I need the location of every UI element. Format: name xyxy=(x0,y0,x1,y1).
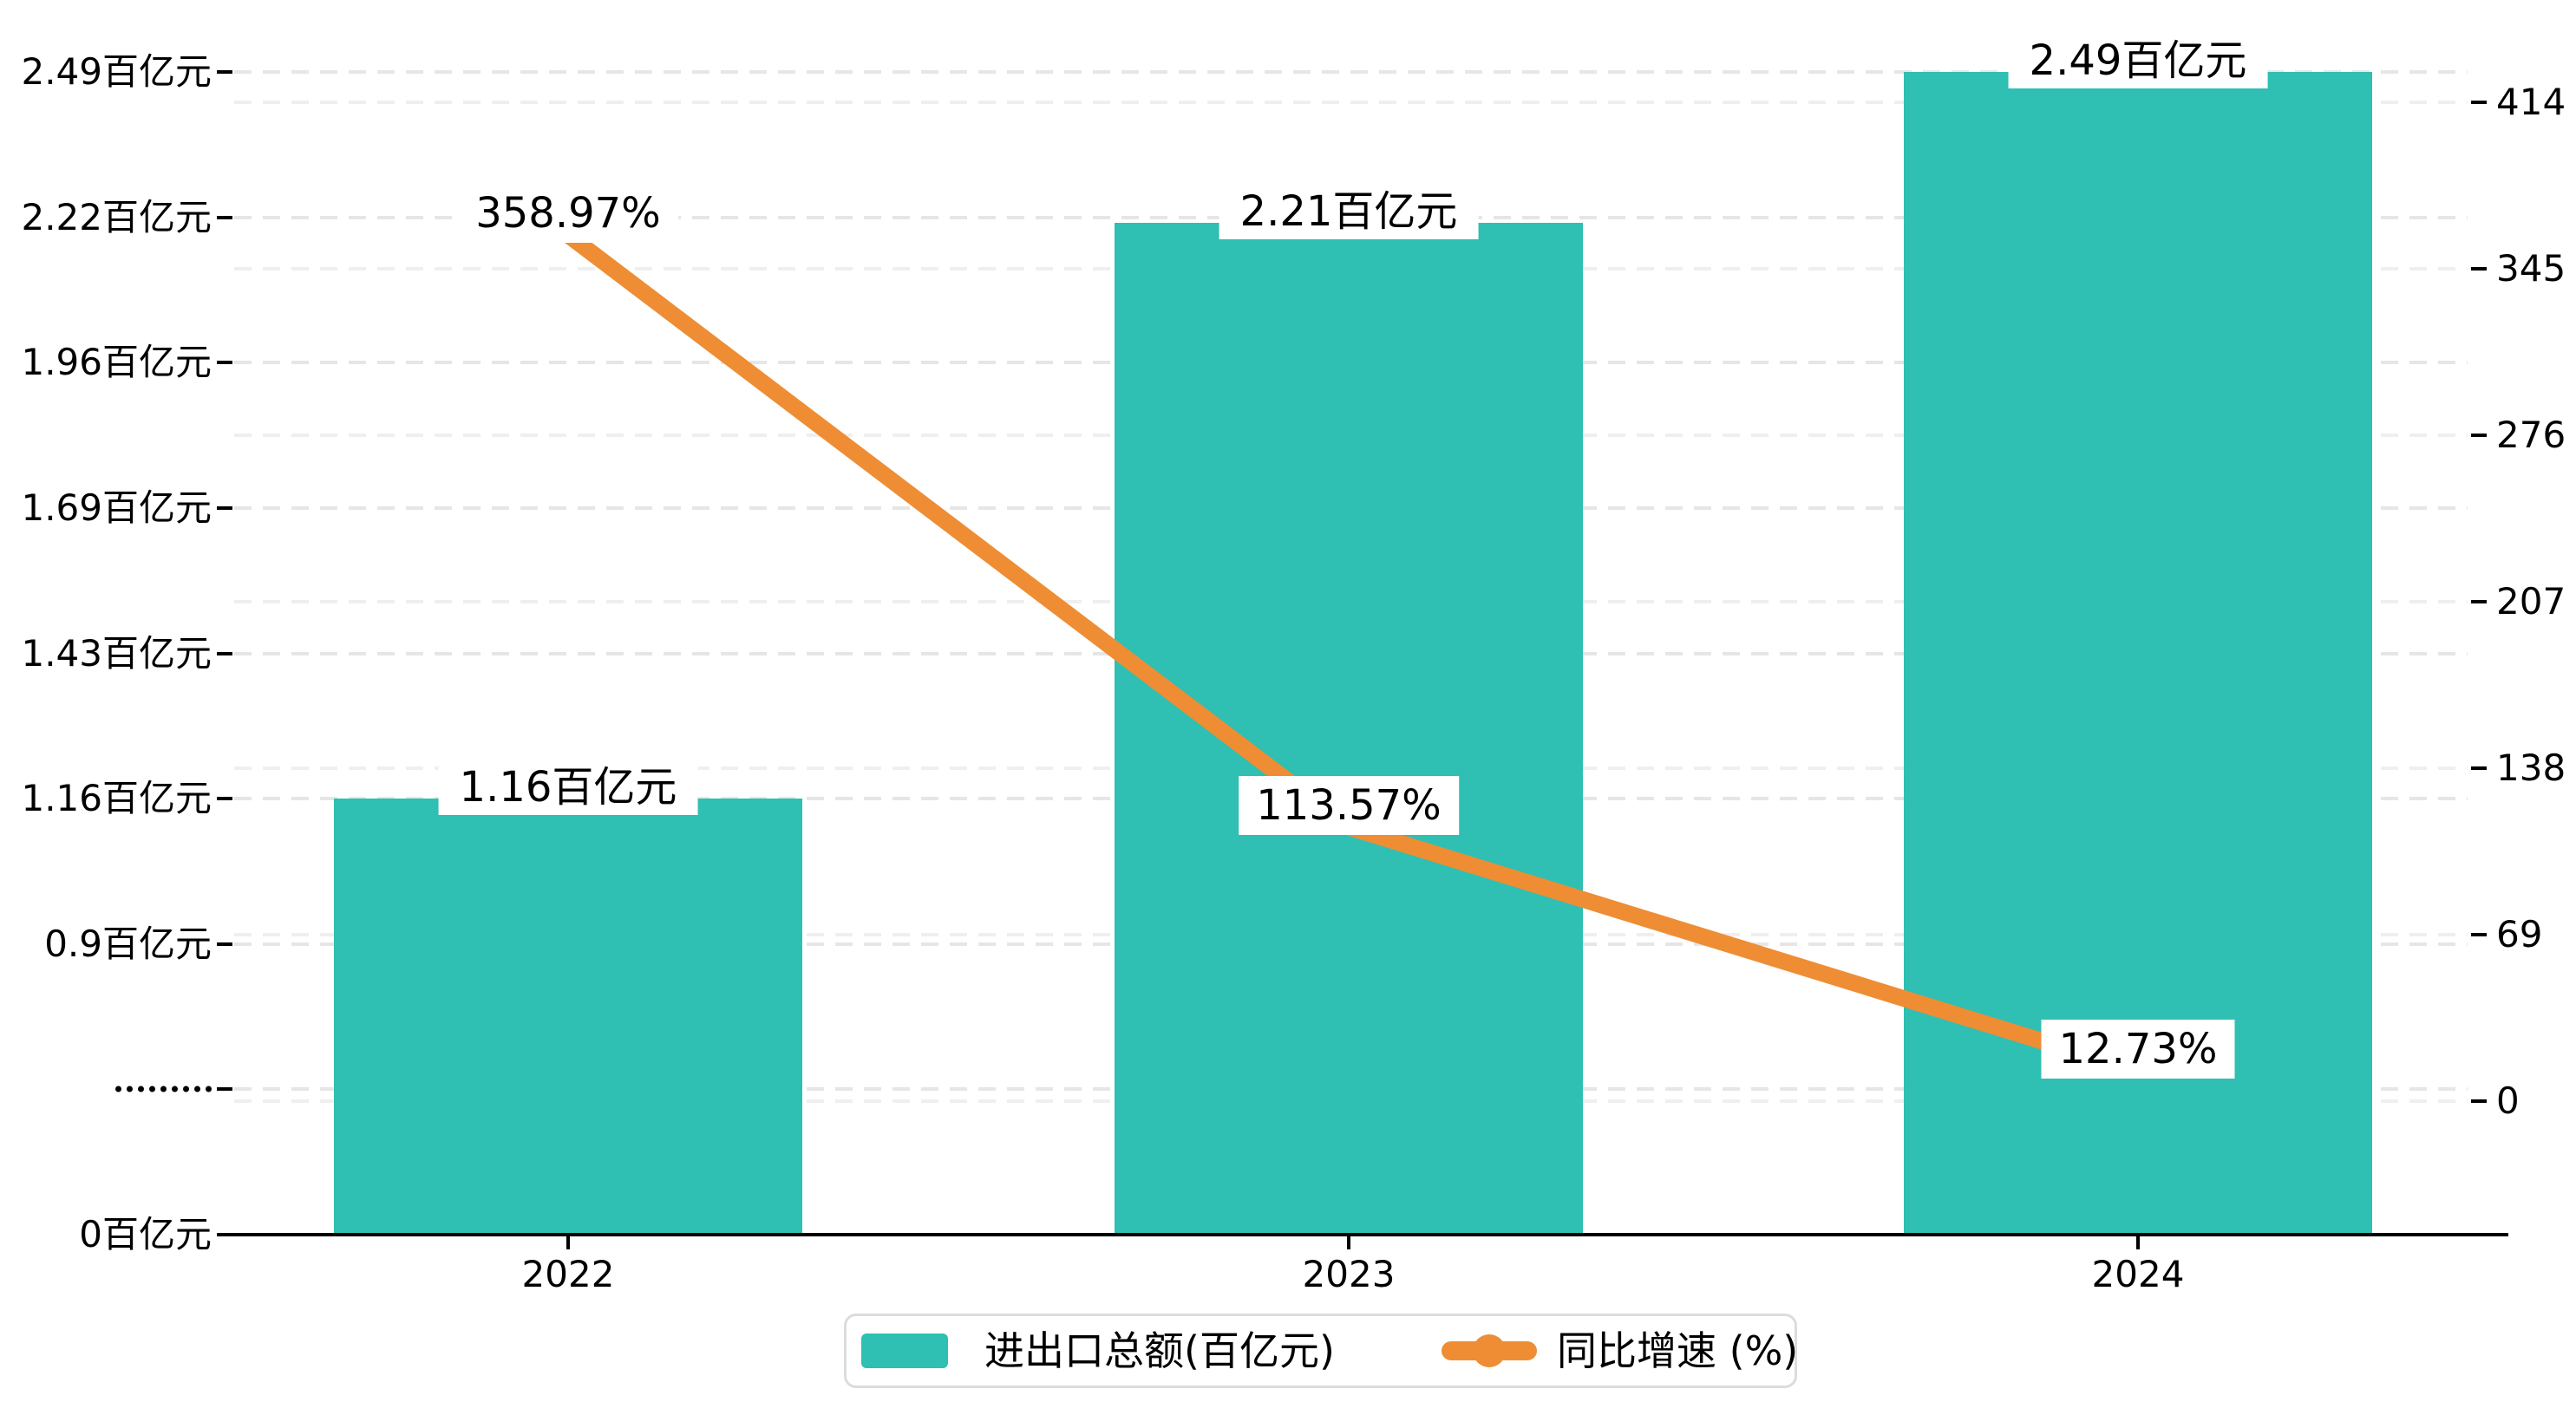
legend-line-marker-icon xyxy=(1442,1334,1537,1367)
right-axis-tick xyxy=(2471,434,2487,437)
left-axis-tick-label: 2.22百亿元 xyxy=(21,196,212,238)
gridline-right-axis xyxy=(234,101,2468,104)
left-axis-tick-label: 1.96百亿元 xyxy=(21,341,212,383)
axis-break-dot-icon xyxy=(160,1086,167,1092)
bar-value-label: 1.16百亿元 xyxy=(438,760,698,815)
bar-2022[interactable] xyxy=(334,799,802,1235)
left-axis-tick xyxy=(217,216,232,219)
left-axis-tick xyxy=(217,797,232,800)
legend: 进出口总额(百亿元) 同比增速 (%) xyxy=(844,1314,1798,1388)
x-axis-label-2022: 2022 xyxy=(521,1253,615,1295)
right-axis-tick-label: 414 xyxy=(2496,81,2566,123)
left-axis-tick xyxy=(217,506,232,510)
growth-value-label: 12.73% xyxy=(2041,1020,2235,1079)
x-axis-label-2024: 2024 xyxy=(2091,1253,2185,1295)
bar-value-label: 2.21百亿元 xyxy=(1219,184,1479,239)
left-axis-tick-label: 1.69百亿元 xyxy=(21,486,212,529)
right-axis-tick xyxy=(2471,1099,2487,1103)
legend-line-marker-dot-icon xyxy=(1473,1334,1506,1367)
left-axis-tick xyxy=(217,361,232,364)
left-axis-tick xyxy=(217,1087,232,1091)
growth-value-label: 358.97% xyxy=(458,184,678,243)
legend-line-label: 同比增速 (%) xyxy=(1557,1327,1799,1374)
x-axis-line xyxy=(217,1233,2508,1236)
left-axis-tick-label: 1.16百亿元 xyxy=(21,777,212,819)
axis-break-dot-icon xyxy=(127,1086,133,1092)
left-axis-break-label xyxy=(113,1086,212,1092)
left-axis-tick-label: 0.9百亿元 xyxy=(44,923,212,965)
left-axis-tick-label: 2.49百亿元 xyxy=(21,50,212,93)
right-axis-tick xyxy=(2471,933,2487,936)
right-axis-tick xyxy=(2471,600,2487,603)
axis-break-dot-icon xyxy=(149,1086,155,1092)
axis-break-dot-icon xyxy=(206,1086,212,1092)
x-axis-tick xyxy=(2136,1236,2140,1249)
axis-break-dot-icon xyxy=(115,1086,121,1092)
right-axis-tick-label: 207 xyxy=(2496,580,2566,623)
axis-break-dot-icon xyxy=(183,1086,189,1092)
right-axis-tick xyxy=(2471,267,2487,271)
left-axis-tick xyxy=(217,942,232,946)
axis-break-dot-icon xyxy=(194,1086,200,1092)
bar-2023[interactable] xyxy=(1115,223,1583,1235)
left-axis-tick xyxy=(217,70,232,74)
growth-value-label: 113.57% xyxy=(1239,776,1459,835)
legend-bar-swatch-icon xyxy=(861,1333,948,1368)
legend-bar-label: 进出口总额(百亿元) xyxy=(984,1327,1335,1374)
axis-break-dot-icon xyxy=(172,1086,178,1092)
x-axis-label-2023: 2023 xyxy=(1302,1253,1396,1295)
left-axis-tick-label: 0百亿元 xyxy=(79,1213,212,1255)
right-axis-tick-label: 138 xyxy=(2496,747,2566,789)
axis-break-dot-icon xyxy=(138,1086,144,1092)
bar-value-label: 2.49百亿元 xyxy=(2008,33,2268,88)
right-axis-tick xyxy=(2471,101,2487,104)
left-axis-tick xyxy=(217,652,232,655)
legend-item-bar-series[interactable]: 进出口总额(百亿元) xyxy=(861,1316,1335,1386)
right-axis-tick-label: 276 xyxy=(2496,414,2566,456)
legend-item-line-series[interactable]: 同比增速 (%) xyxy=(1442,1316,1798,1386)
left-axis-tick-label: 1.43百亿元 xyxy=(21,632,212,675)
right-axis-tick-label: 345 xyxy=(2496,247,2566,290)
right-axis-tick-label: 69 xyxy=(2496,913,2543,955)
gridline-left-axis xyxy=(234,70,2468,74)
right-axis-tick xyxy=(2471,766,2487,770)
x-axis-tick xyxy=(566,1236,570,1249)
right-axis-tick-label: 0 xyxy=(2496,1079,2520,1122)
x-axis-tick xyxy=(1347,1236,1350,1249)
